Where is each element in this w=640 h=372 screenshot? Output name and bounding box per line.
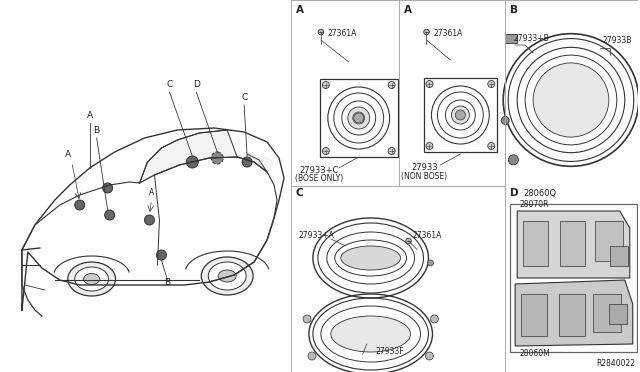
Polygon shape — [515, 280, 633, 346]
Bar — [560, 221, 585, 266]
Text: 27361A: 27361A — [413, 231, 442, 240]
Circle shape — [323, 81, 330, 89]
Bar — [610, 246, 628, 266]
Bar — [609, 304, 627, 324]
Circle shape — [456, 111, 465, 119]
Text: B: B — [164, 278, 170, 287]
Text: 27933+C: 27933+C — [299, 166, 339, 175]
Circle shape — [353, 112, 365, 124]
Circle shape — [303, 315, 311, 323]
Text: 27933F: 27933F — [376, 347, 404, 356]
Circle shape — [186, 156, 198, 168]
Text: D: D — [510, 188, 519, 198]
Ellipse shape — [533, 63, 609, 137]
Bar — [595, 221, 623, 261]
Ellipse shape — [202, 257, 253, 295]
Ellipse shape — [75, 267, 109, 291]
Text: B: B — [93, 126, 100, 135]
Circle shape — [348, 107, 370, 129]
Text: C: C — [296, 188, 303, 198]
Bar — [523, 221, 548, 266]
Circle shape — [426, 80, 433, 87]
Circle shape — [451, 106, 469, 124]
Circle shape — [323, 148, 330, 154]
Circle shape — [102, 183, 113, 193]
Circle shape — [488, 80, 495, 87]
Circle shape — [456, 110, 465, 120]
Text: 27361A: 27361A — [328, 29, 357, 38]
Circle shape — [430, 315, 438, 323]
Text: 27933B: 27933B — [603, 36, 632, 45]
Ellipse shape — [208, 262, 246, 290]
Ellipse shape — [331, 316, 410, 352]
Text: R2840022: R2840022 — [596, 359, 635, 368]
Text: A: A — [296, 5, 304, 15]
Circle shape — [75, 200, 84, 210]
Text: C: C — [241, 93, 247, 102]
Text: 28070R: 28070R — [519, 200, 548, 209]
Polygon shape — [237, 154, 274, 172]
Circle shape — [428, 260, 433, 266]
Circle shape — [508, 155, 518, 165]
Text: 28060M: 28060M — [519, 349, 550, 358]
Text: (BOSE ONLY): (BOSE ONLY) — [295, 174, 343, 183]
Circle shape — [426, 142, 433, 150]
Circle shape — [488, 142, 495, 150]
Text: C: C — [166, 80, 173, 89]
Text: (NON BOSE): (NON BOSE) — [401, 172, 447, 181]
Circle shape — [242, 157, 252, 167]
Text: A: A — [404, 5, 412, 15]
Circle shape — [308, 352, 316, 360]
Polygon shape — [237, 154, 267, 172]
Text: D: D — [193, 80, 200, 89]
Text: B: B — [510, 5, 518, 15]
Circle shape — [354, 113, 364, 123]
Circle shape — [318, 29, 324, 35]
Circle shape — [156, 250, 166, 260]
Circle shape — [104, 210, 115, 220]
Ellipse shape — [218, 270, 236, 282]
Bar — [505, 34, 517, 43]
Bar — [593, 294, 621, 332]
Polygon shape — [140, 130, 237, 183]
Bar — [521, 294, 547, 336]
Ellipse shape — [340, 246, 401, 270]
Text: 27933+A: 27933+A — [299, 231, 335, 240]
Bar — [559, 294, 585, 336]
Text: A: A — [65, 150, 71, 159]
Circle shape — [388, 148, 395, 154]
Circle shape — [501, 116, 509, 124]
Circle shape — [145, 215, 154, 225]
Text: 27933+B: 27933+B — [513, 34, 549, 43]
Circle shape — [211, 152, 223, 164]
Circle shape — [424, 29, 429, 35]
Ellipse shape — [68, 262, 116, 296]
Ellipse shape — [84, 273, 100, 285]
Text: A: A — [149, 188, 154, 197]
Text: 27361A: 27361A — [433, 29, 463, 38]
Circle shape — [388, 81, 395, 89]
Text: 28060Q: 28060Q — [523, 189, 556, 198]
Circle shape — [406, 238, 412, 244]
Text: 27933: 27933 — [411, 163, 438, 172]
Polygon shape — [517, 211, 630, 278]
Bar — [510, 204, 637, 352]
Circle shape — [426, 352, 433, 360]
Text: A: A — [86, 111, 93, 120]
